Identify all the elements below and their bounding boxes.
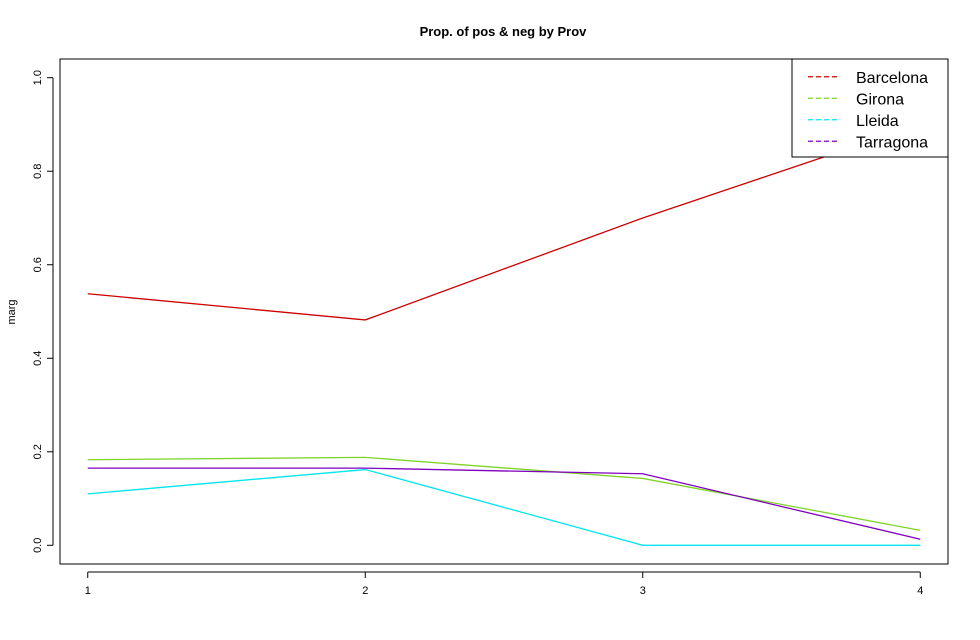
legend-label-tarragona: Tarragona — [856, 134, 928, 151]
chart-title: Prop. of pos & neg by Prov — [420, 24, 588, 39]
x-tick-label: 3 — [640, 585, 646, 597]
legend: Barcelona Girona Lleida Tarragona — [791, 58, 949, 158]
y-tick-label: 0.6 — [32, 257, 44, 272]
y-tick-label: 0.8 — [32, 164, 44, 179]
x-tick-label: 1 — [85, 585, 91, 597]
x-tick-label: 2 — [362, 585, 368, 597]
legend-label-girona: Girona — [856, 91, 904, 108]
axes: 1 2 3 4 0.0 0.2 0.4 0.6 0.8 1.0 — [32, 70, 923, 597]
x-tick-label: 4 — [917, 585, 923, 597]
y-tick-label: 0.0 — [32, 538, 44, 553]
y-tick-label: 0.4 — [32, 351, 44, 366]
series-line-girona — [87, 456, 921, 531]
series-line-tarragona — [87, 467, 921, 540]
y-axis-label: marg — [6, 299, 18, 324]
y-tick-label: 1.0 — [32, 70, 44, 85]
series-line-lleida — [87, 468, 921, 546]
y-tick-label: 0.2 — [32, 444, 44, 459]
series-lines — [87, 123, 921, 546]
legend-label-barcelona: Barcelona — [856, 70, 928, 87]
series-line-barcelona — [87, 123, 921, 321]
legend-label-lleida: Lleida — [856, 113, 899, 130]
plot-frame — [59, 58, 949, 565]
